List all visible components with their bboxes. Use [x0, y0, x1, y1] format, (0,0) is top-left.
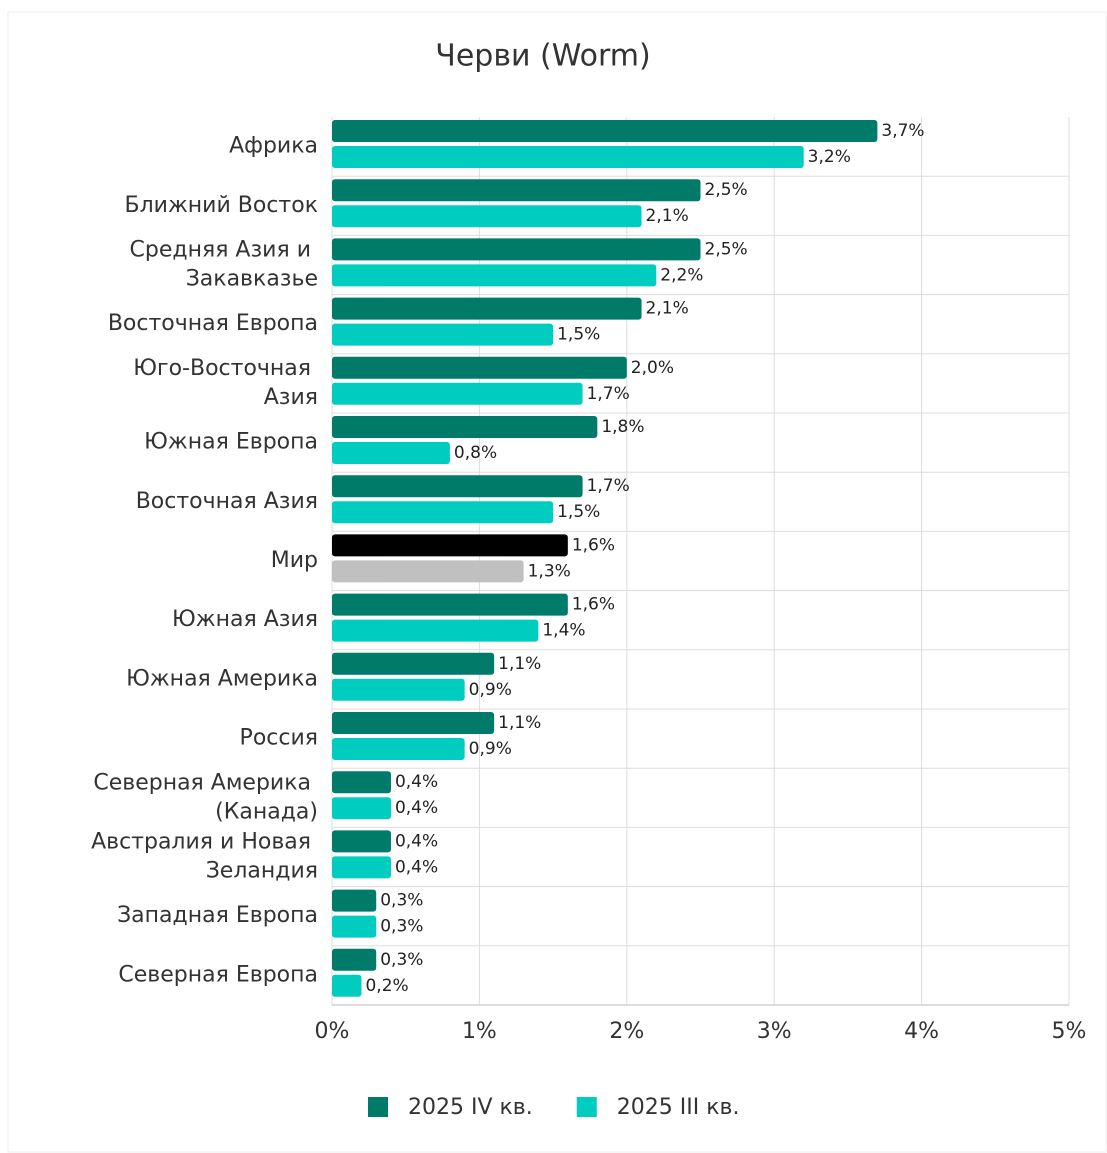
value-label: 3,7% [881, 121, 924, 141]
bar [332, 712, 495, 734]
bar [332, 915, 377, 938]
value-label: 1,5% [557, 325, 600, 345]
bar [332, 797, 391, 820]
bar [332, 771, 391, 794]
bar [332, 501, 554, 524]
value-label: 0,9% [469, 739, 512, 759]
bar [332, 948, 377, 971]
value-label: 0,3% [380, 891, 423, 911]
category-label: Южная Европа [144, 430, 318, 455]
value-label: 1,1% [498, 713, 541, 733]
value-label: 1,4% [542, 621, 585, 641]
value-label: 0,2% [365, 976, 408, 996]
bar [332, 120, 878, 142]
bar [332, 297, 642, 320]
value-label: 1,5% [557, 502, 600, 522]
category-label: Россия [240, 726, 318, 751]
legend-swatch [576, 1097, 597, 1117]
value-label: 1,7% [587, 384, 630, 404]
value-label: 2,1% [646, 299, 689, 319]
bar [332, 238, 701, 261]
category-label: Восточная Азия [136, 489, 318, 514]
category-label: Средняя Азия и Закавказье [130, 238, 318, 292]
x-tick-label: 3% [757, 1019, 792, 1044]
x-tick-label: 4% [904, 1019, 939, 1044]
category-label: Восточная Европа [108, 311, 318, 336]
category-label: Северная Америка (Канада) [93, 770, 318, 824]
value-label: 0,3% [380, 950, 423, 970]
value-label: 0,4% [395, 772, 438, 792]
bar [332, 974, 362, 997]
bar [332, 678, 465, 701]
category-label: Юго-Восточная Азия [133, 356, 318, 410]
x-tick-label: 0% [315, 1019, 350, 1044]
category-label: Ближний Восток [125, 193, 318, 218]
bar [332, 889, 377, 912]
x-tick-label: 5% [1052, 1019, 1087, 1044]
category-label: Африка [229, 134, 318, 159]
bar [332, 593, 568, 616]
value-label: 3,2% [808, 147, 851, 167]
legend-label: 2025 IV кв. [408, 1095, 533, 1120]
value-label: 0,4% [395, 798, 438, 818]
category-label: Западная Европа [117, 903, 318, 928]
value-label: 0,3% [380, 917, 423, 937]
bar [332, 179, 701, 202]
bar [332, 382, 583, 405]
bar [332, 475, 583, 498]
bar [332, 356, 627, 379]
x-tick-label: 2% [609, 1019, 644, 1044]
value-label: 0,4% [395, 857, 438, 877]
bar [332, 146, 804, 168]
value-label: 2,5% [705, 239, 748, 259]
category-label: Австралия и Новая Зеландия [91, 830, 318, 884]
value-label: 1,6% [572, 595, 615, 615]
bar [332, 619, 539, 642]
category-label: Мир [271, 548, 318, 573]
bar [332, 323, 554, 346]
value-label: 2,2% [660, 265, 703, 285]
x-tick-label: 1% [462, 1019, 497, 1044]
bar [332, 830, 391, 853]
value-label: 0,4% [395, 831, 438, 851]
bar [332, 856, 391, 879]
frame [7, 11, 1107, 1153]
value-label: 1,3% [528, 561, 571, 581]
value-label: 1,8% [601, 417, 644, 437]
bar [332, 534, 568, 557]
value-label: 0,8% [454, 443, 497, 463]
category-label: Южная Азия [172, 607, 318, 632]
bar [332, 264, 657, 287]
category-label: Северная Европа [118, 962, 318, 987]
legend-label: 2025 III кв. [617, 1095, 740, 1120]
bar [332, 416, 598, 438]
value-label: 1,1% [498, 654, 541, 674]
value-label: 1,7% [587, 476, 630, 496]
bar [332, 205, 642, 228]
bar [332, 652, 495, 675]
category-label: Южная Америка [126, 666, 318, 691]
legend-swatch [368, 1097, 388, 1117]
bar [332, 560, 524, 583]
value-label: 2,5% [705, 180, 748, 200]
chart-title: Черви (Worm) [435, 39, 650, 74]
bar [332, 738, 465, 760]
value-label: 1,6% [572, 535, 615, 555]
value-label: 2,0% [631, 358, 674, 378]
bar [332, 442, 450, 464]
value-label: 2,1% [646, 206, 689, 226]
value-label: 0,9% [469, 680, 512, 700]
